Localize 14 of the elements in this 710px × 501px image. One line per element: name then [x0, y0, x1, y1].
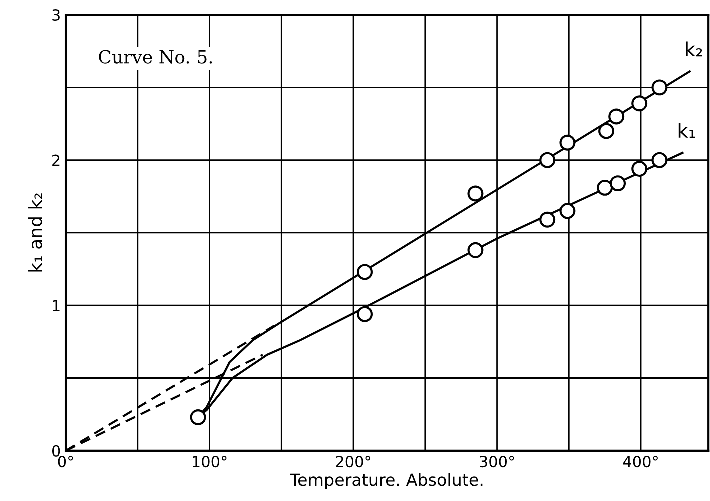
x-tick-label: 100°: [193, 456, 227, 468]
y-tick-label: 0: [52, 445, 60, 457]
x-tick-label: 300°: [480, 456, 514, 468]
x-tick-label: 0°: [58, 456, 74, 468]
y-tick-label: 1: [53, 300, 60, 312]
x-axis-title: Temperature. Absolute.: [290, 473, 483, 490]
series-label: k₂: [686, 42, 702, 57]
text: Curve No. 5.: [99, 50, 212, 64]
series-label: k₁: [678, 123, 696, 138]
y-tick-label: 3: [52, 9, 60, 22]
x-tick-label: 200°: [336, 456, 370, 468]
y-axis-title: k₁ and k₂: [28, 194, 42, 272]
y-tick-label: 2: [52, 154, 60, 166]
x-tick-label: 400°: [623, 456, 658, 468]
